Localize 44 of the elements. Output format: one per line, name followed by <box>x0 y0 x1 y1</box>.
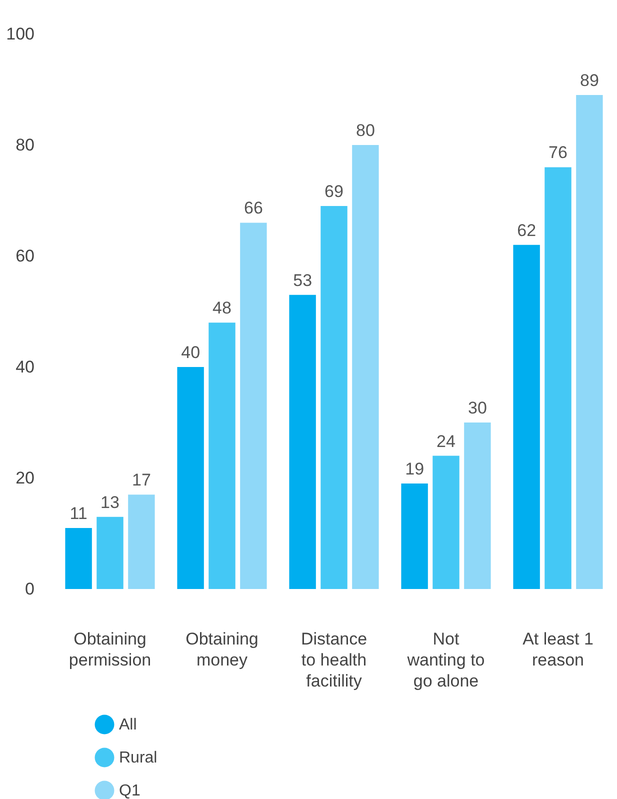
data-label: 24 <box>436 432 456 451</box>
x-tick-label: At least 1 reason <box>522 630 594 670</box>
bar <box>320 206 348 589</box>
y-tick-label: 60 <box>16 246 34 266</box>
bar <box>65 528 92 589</box>
y-tick-label: 100 <box>6 24 34 44</box>
bar <box>96 516 124 589</box>
data-label: 13 <box>100 492 120 512</box>
legend-label: All <box>119 716 137 734</box>
bar <box>240 222 267 589</box>
bar <box>177 367 204 589</box>
x-tick-label: Distance to health facitility <box>300 630 368 690</box>
bar <box>432 456 460 589</box>
data-label: 17 <box>132 470 151 490</box>
bar <box>208 322 236 589</box>
data-label: 62 <box>517 220 536 240</box>
legend-label: Rural <box>119 750 158 766</box>
bar <box>513 244 540 589</box>
data-label: 66 <box>244 198 263 218</box>
x-tick-label: Not wanting to go alone <box>406 630 485 690</box>
bar <box>352 145 379 589</box>
data-label: 76 <box>548 143 568 162</box>
x-tick-label: Obtaining money <box>186 630 258 670</box>
bar <box>401 484 428 589</box>
x-tick-label: Obtaining permission <box>68 630 152 670</box>
y-tick-label: 0 <box>25 580 34 598</box>
bar <box>464 422 491 589</box>
bar <box>128 494 155 589</box>
data-label: 40 <box>181 343 200 362</box>
data-label: 11 <box>70 504 88 523</box>
y-tick-label: 40 <box>16 358 34 376</box>
legend-label: Q1 <box>119 782 140 799</box>
y-tick-label: 20 <box>16 468 34 488</box>
data-label: 53 <box>293 270 312 290</box>
bar <box>576 95 603 589</box>
data-label: 80 <box>356 121 375 140</box>
data-label: 89 <box>580 71 599 90</box>
bar <box>544 167 572 589</box>
data-label: 69 <box>324 182 344 202</box>
y-tick-label: 80 <box>16 136 34 154</box>
data-label: 30 <box>468 398 487 418</box>
data-label: 19 <box>405 460 424 479</box>
bar <box>289 294 316 589</box>
data-label: 48 <box>212 298 232 318</box>
